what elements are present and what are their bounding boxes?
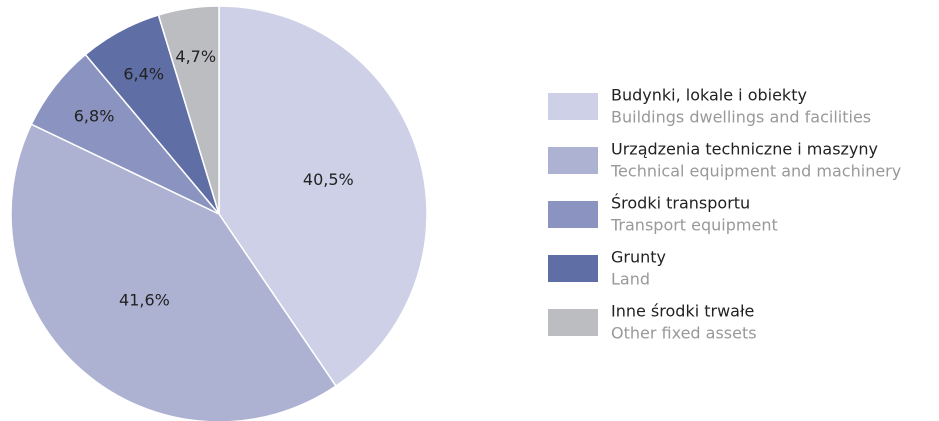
slice-label: 6,4% [123,64,164,83]
legend-label-en: Transport equipment [610,216,778,235]
legend-label: Inne środki trwałe [611,302,754,321]
pie-slice [218,5,428,388]
slice-label: 6,8% [74,107,115,126]
legend-label: Środki transportu [611,194,750,213]
legend-label-en: Technical equipment and machinery [610,162,901,181]
legend-label-en: Other fixed assets [611,324,757,343]
legend-label: Grunty [611,248,666,267]
legend-swatch [548,309,598,336]
legend-swatch [548,201,598,228]
legend-label: Budynki, lokale i obiekty [611,86,807,105]
legend-label-en: Buildings dwellings and facilities [611,108,871,127]
legend-swatch [548,255,598,282]
slice-label: 41,6% [119,290,170,309]
legend-label-en: Land [611,270,650,289]
slice-label: 4,7% [175,47,216,66]
pie-slice [157,5,220,215]
pie-slice [10,123,337,421]
legend-label: Urządzenia techniczne i maszyny [611,140,878,159]
legend-swatch [548,147,598,174]
legend-swatch [548,93,598,120]
slice-label: 40,5% [303,170,354,189]
